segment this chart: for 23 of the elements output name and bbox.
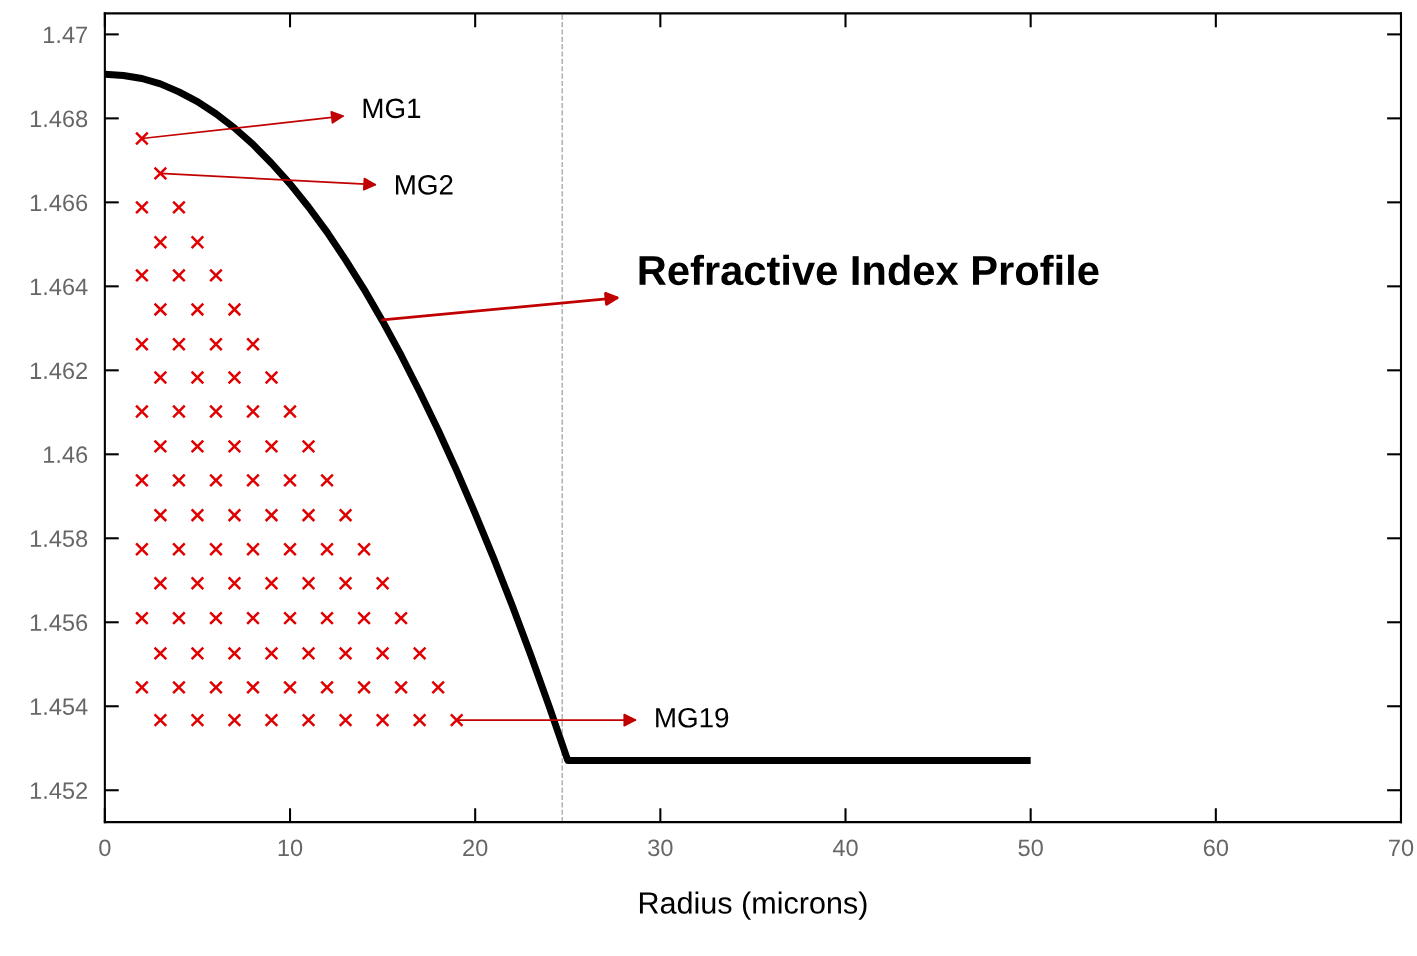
y-tick-label: 1.47 — [44, 26, 88, 43]
annotation: MG1 — [363, 98, 421, 119]
y-tick-label: 1.456 — [30, 614, 88, 632]
annotation: MG2 — [396, 175, 453, 195]
annotation: Refractive Index Profile — [639, 254, 1099, 286]
x-tick-label: 30 — [648, 839, 673, 857]
y-tick-label: 1.454 — [30, 698, 88, 716]
y-tick-label: 1.464 — [30, 278, 88, 296]
y-tick-label: 1.46 — [44, 446, 88, 464]
x-axis-title: Radius (microns) — [639, 891, 867, 920]
y-tick-label: 1.462 — [30, 362, 88, 380]
x-tick-label: 60 — [1203, 839, 1229, 857]
x-tick-label: 40 — [832, 839, 858, 857]
x-tick-label: 70 — [1389, 839, 1414, 857]
y-tick-label: 1.468 — [30, 110, 88, 128]
y-tick-label: 1.466 — [30, 194, 88, 212]
x-tick-label: 50 — [1018, 839, 1043, 857]
annotation: MG19 — [656, 707, 729, 728]
y-tick-label: 1.452 — [30, 782, 88, 800]
y-tick-label: 1.458 — [30, 530, 88, 548]
x-tick-label: 20 — [463, 839, 488, 857]
x-tick-label: 0 — [99, 839, 111, 857]
x-tick-label: 10 — [278, 839, 303, 857]
